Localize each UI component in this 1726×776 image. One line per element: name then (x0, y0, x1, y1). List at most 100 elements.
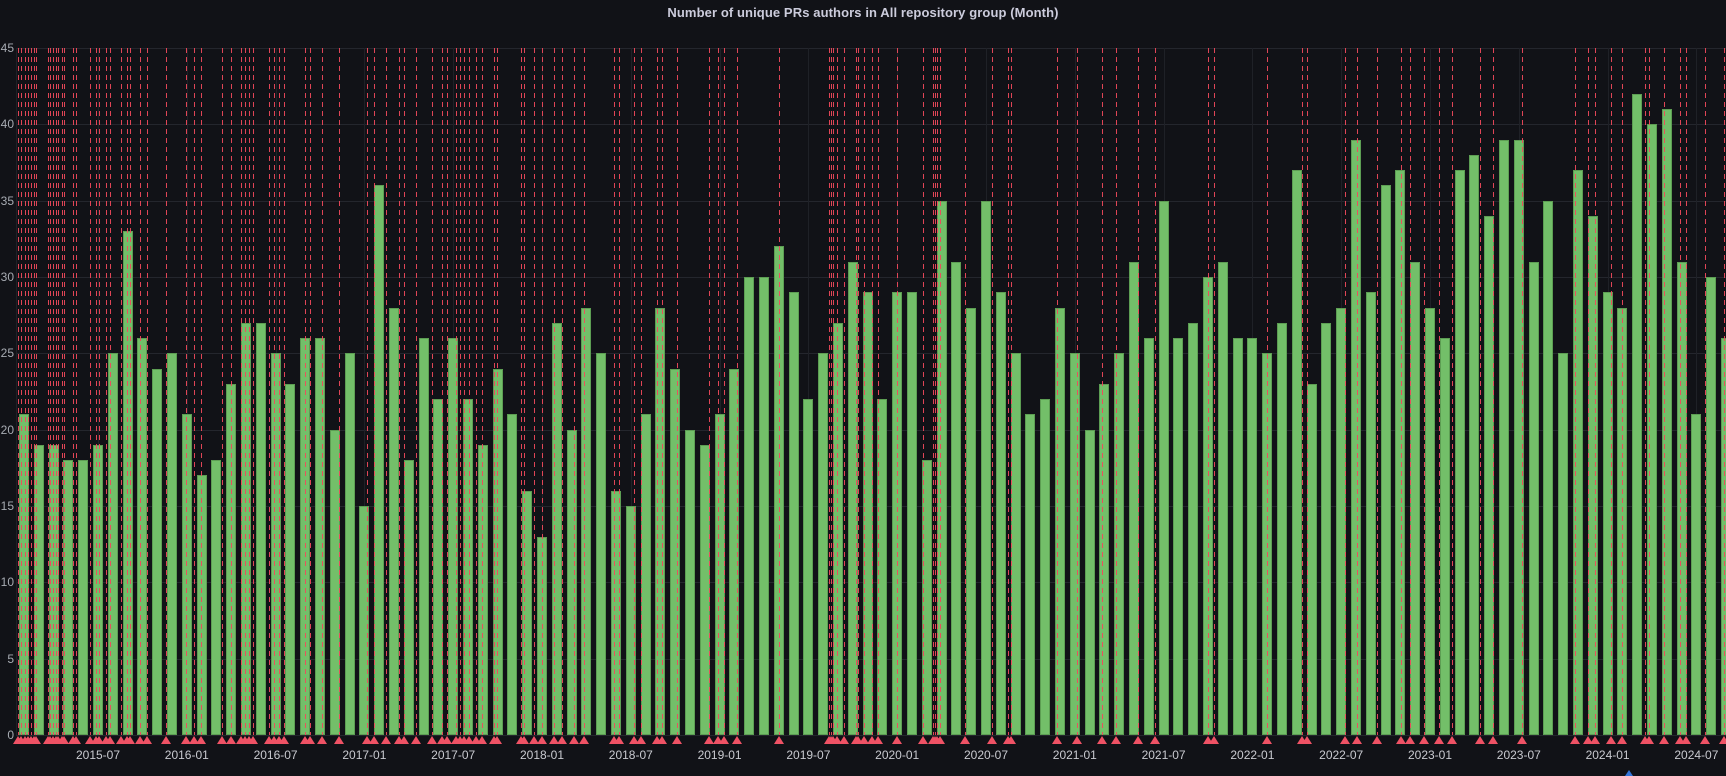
annotation-marker-triangle[interactable] (477, 736, 487, 744)
annotation-marker-triangle[interactable] (1644, 736, 1654, 744)
bar-2023-09[interactable] (1543, 200, 1554, 735)
annotation-marker-triangle[interactable] (774, 736, 784, 744)
annotation-marker-triangle[interactable] (859, 736, 869, 744)
annotation-marker-triangle[interactable] (569, 736, 579, 744)
bar-2022-03[interactable] (1277, 322, 1287, 735)
annotation-marker-triangle[interactable] (305, 736, 315, 744)
annotation-marker-triangle[interactable] (411, 736, 421, 744)
bar-2019-06[interactable] (788, 292, 799, 735)
bar-2019-08[interactable] (818, 353, 829, 735)
annotation-marker-triangle[interactable] (71, 736, 81, 744)
annotation-marker-triangle[interactable] (59, 736, 69, 744)
bar-2017-01[interactable] (359, 506, 370, 735)
annotation-marker-triangle[interactable] (1097, 736, 1107, 744)
bar-2022-08[interactable] (1351, 139, 1361, 735)
bar-2021-04[interactable] (1114, 353, 1125, 735)
bar-2023-04[interactable] (1469, 154, 1480, 735)
bar-2024-03[interactable] (1632, 93, 1643, 735)
annotation-marker-triangle[interactable] (1617, 736, 1627, 744)
bar-2021-11[interactable] (1217, 261, 1228, 735)
bar-2021-09[interactable] (1188, 322, 1199, 735)
annotation-marker-triangle[interactable] (1203, 736, 1213, 744)
annotation-marker-triangle[interactable] (381, 736, 391, 744)
annotation-marker-triangle[interactable] (636, 736, 646, 744)
bar-2023-02[interactable] (1439, 338, 1450, 735)
bar-2019-10[interactable] (847, 261, 858, 735)
annotation-marker-triangle[interactable] (918, 736, 928, 744)
bar-2023-07[interactable] (1513, 139, 1524, 735)
bar-2022-01[interactable] (1247, 338, 1258, 735)
annotation-marker-triangle[interactable] (853, 736, 863, 744)
annotation-marker-triangle[interactable] (1681, 736, 1691, 744)
bar-2018-09[interactable] (655, 307, 666, 735)
annotation-marker-triangle[interactable] (579, 736, 589, 744)
annotation-marker-triangle[interactable] (196, 736, 206, 744)
annotation-marker-triangle[interactable] (935, 736, 945, 744)
bar-2022-12[interactable] (1410, 261, 1421, 735)
bar-2017-04[interactable] (403, 460, 414, 735)
bar-2021-03[interactable] (1099, 383, 1110, 735)
annotation-marker-triangle[interactable] (1133, 736, 1143, 744)
annotation-marker-triangle[interactable] (1434, 736, 1444, 744)
annotation-marker-triangle[interactable] (1372, 736, 1382, 744)
annotation-marker-triangle[interactable] (464, 736, 474, 744)
annotation-marker-triangle[interactable] (1006, 736, 1016, 744)
annotation-marker-triangle[interactable] (248, 736, 258, 744)
annotation-marker-triangle[interactable] (135, 736, 145, 744)
annotation-marker-triangle[interactable] (519, 736, 529, 744)
bar-2022-06[interactable] (1321, 322, 1332, 735)
annotation-marker-triangle[interactable] (537, 736, 547, 744)
bar-2024-05[interactable] (1661, 109, 1672, 735)
annotation-marker-triangle[interactable] (1150, 736, 1160, 744)
bar-2016-06[interactable] (255, 322, 266, 735)
bar-2018-03[interactable] (566, 429, 577, 735)
annotation-marker-triangle[interactable] (713, 736, 723, 744)
annotation-marker-triangle[interactable] (369, 736, 379, 744)
annotation-marker-triangle[interactable] (892, 736, 902, 744)
annotation-marker-triangle[interactable] (1352, 736, 1362, 744)
annotation-marker-triangle[interactable] (1606, 736, 1616, 744)
bar-2023-01[interactable] (1425, 307, 1435, 735)
bar-2020-05[interactable] (951, 261, 962, 735)
bar-2018-06[interactable] (611, 490, 621, 735)
annotation-marker-triangle[interactable] (362, 736, 372, 744)
bar-2017-08[interactable] (463, 399, 473, 735)
bar-2017-05[interactable] (418, 338, 429, 735)
bar-2023-11[interactable] (1573, 170, 1583, 735)
annotation-marker-triangle[interactable] (189, 736, 199, 744)
bar-2019-05[interactable] (773, 246, 784, 735)
annotation-marker-triangle[interactable] (442, 736, 452, 744)
annotation-marker-triangle[interactable] (1052, 736, 1062, 744)
bar-2022-04[interactable] (1291, 170, 1302, 735)
bar-2019-03[interactable] (744, 277, 755, 735)
annotation-marker-triangle[interactable] (629, 736, 639, 744)
annotation-marker-triangle[interactable] (1517, 736, 1527, 744)
annotation-marker-triangle[interactable] (529, 736, 539, 744)
annotation-marker-triangle[interactable] (1111, 736, 1121, 744)
annotation-marker-triangle[interactable] (181, 736, 191, 744)
bar-2018-02[interactable] (551, 322, 562, 735)
bar-2021-12[interactable] (1232, 338, 1243, 735)
bar-2024-07[interactable] (1691, 414, 1702, 735)
annotation-marker-triangle[interactable] (719, 736, 729, 744)
annotation-marker-triangle[interactable] (217, 736, 227, 744)
bar-2023-10[interactable] (1558, 353, 1569, 735)
annotation-marker-triangle[interactable] (873, 736, 883, 744)
bar-2020-09[interactable] (1010, 353, 1021, 735)
annotation-marker-triangle[interactable] (867, 736, 877, 744)
annotation-marker-triangle[interactable] (704, 736, 714, 744)
annotation-marker-triangle[interactable] (1570, 736, 1580, 744)
annotation-marker-triangle[interactable] (1675, 736, 1685, 744)
bar-2022-11[interactable] (1395, 170, 1406, 735)
annotation-marker-triangle[interactable] (1209, 736, 1219, 744)
bar-2024-08[interactable] (1706, 277, 1717, 735)
annotation-marker-triangle[interactable] (1447, 736, 1457, 744)
bar-2018-05[interactable] (596, 353, 607, 735)
annotation-marker-triangle[interactable] (1659, 736, 1669, 744)
annotation-marker-triangle[interactable] (94, 736, 104, 744)
blue-bottom-marker[interactable] (1625, 770, 1633, 776)
bar-2021-02[interactable] (1084, 429, 1095, 735)
annotation-marker-triangle[interactable] (492, 736, 502, 744)
annotation-marker-triangle[interactable] (161, 736, 171, 744)
bar-2020-10[interactable] (1025, 414, 1036, 735)
